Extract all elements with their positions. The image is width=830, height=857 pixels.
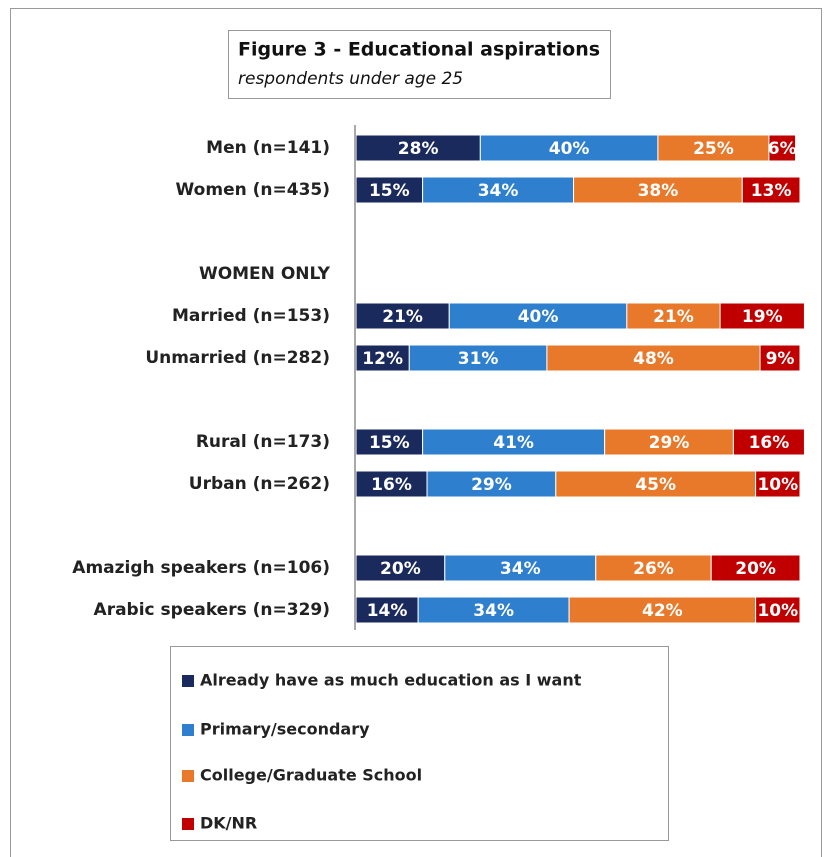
bar-segment bbox=[355, 554, 446, 582]
data-label: 13% bbox=[751, 181, 792, 201]
y-tick-label: Arabic speakers (n=329) bbox=[94, 600, 330, 620]
data-label: 29% bbox=[471, 475, 512, 495]
frame bbox=[10, 8, 822, 857]
y-tick-label: Women (n=435) bbox=[176, 180, 330, 200]
chart-subtitle: respondents under age 25 bbox=[238, 69, 463, 89]
data-label: 21% bbox=[382, 307, 423, 327]
bar-segment bbox=[417, 596, 570, 624]
data-label: 10% bbox=[757, 475, 798, 495]
data-label: 38% bbox=[638, 181, 679, 201]
y-tick-label: Amazigh speakers (n=106) bbox=[72, 558, 330, 578]
bar-segment bbox=[355, 344, 410, 372]
data-label: 42% bbox=[642, 601, 683, 621]
data-label: 21% bbox=[653, 307, 694, 327]
data-label: 9% bbox=[766, 349, 795, 369]
bar-segment bbox=[546, 344, 761, 372]
data-label: 34% bbox=[478, 181, 519, 201]
bar-segment bbox=[355, 134, 481, 162]
y-tick-label: Men (n=141) bbox=[206, 138, 330, 158]
y-tick-label: Urban (n=262) bbox=[189, 474, 330, 494]
bar-segment bbox=[479, 134, 659, 162]
data-label: 29% bbox=[649, 433, 690, 453]
bar-segment bbox=[755, 596, 801, 624]
bar-segment bbox=[355, 176, 424, 204]
data-label: 10% bbox=[757, 601, 798, 621]
data-label: 34% bbox=[473, 601, 514, 621]
data-label: 15% bbox=[369, 433, 410, 453]
legend-swatch bbox=[182, 818, 194, 830]
y-tick-label: Rural (n=173) bbox=[196, 432, 330, 452]
data-label: 6% bbox=[768, 139, 797, 159]
legend-swatch bbox=[182, 724, 194, 736]
bar-segment bbox=[741, 176, 801, 204]
bar-segment bbox=[426, 470, 557, 498]
legend-label: College/Graduate School bbox=[200, 766, 422, 785]
data-label: 45% bbox=[635, 475, 676, 495]
bar-segment bbox=[355, 302, 450, 330]
bar-segment bbox=[408, 344, 548, 372]
data-label: 28% bbox=[398, 139, 439, 159]
bar-segment bbox=[768, 134, 797, 162]
data-label: 40% bbox=[549, 139, 590, 159]
data-label: 16% bbox=[749, 433, 790, 453]
y-tick-label: WOMEN ONLY bbox=[199, 264, 331, 284]
data-label: 31% bbox=[458, 349, 499, 369]
bar-segment bbox=[732, 428, 805, 456]
title-box bbox=[228, 30, 611, 99]
data-label: 16% bbox=[371, 475, 412, 495]
bar-segment bbox=[568, 596, 757, 624]
bar-segment bbox=[604, 428, 734, 456]
bar-segment bbox=[422, 176, 575, 204]
data-label: 12% bbox=[362, 349, 403, 369]
data-label: 26% bbox=[633, 559, 674, 579]
legend-box bbox=[170, 646, 669, 841]
legend-label: Already have as much education as I want bbox=[200, 671, 582, 690]
data-label: 20% bbox=[735, 559, 776, 579]
bar-segment bbox=[759, 344, 801, 372]
chart-title: Figure 3 - Educational aspirations bbox=[238, 39, 600, 61]
data-label: 19% bbox=[742, 307, 783, 327]
data-label: 48% bbox=[633, 349, 674, 369]
legend-swatch bbox=[182, 770, 194, 782]
y-tick-label: Unmarried (n=282) bbox=[145, 348, 330, 368]
data-label: 14% bbox=[367, 601, 408, 621]
data-label: 40% bbox=[518, 307, 559, 327]
bar-segment bbox=[448, 302, 628, 330]
data-label: 34% bbox=[500, 559, 541, 579]
bar-segment bbox=[710, 554, 801, 582]
y-tick-label: Married (n=153) bbox=[172, 306, 330, 326]
bar-segment bbox=[719, 302, 805, 330]
bar-segment bbox=[573, 176, 743, 204]
data-label: 20% bbox=[380, 559, 421, 579]
bar-segment bbox=[355, 596, 419, 624]
bar-segment bbox=[422, 428, 606, 456]
bar-segment bbox=[355, 470, 428, 498]
legend-label: DK/NR bbox=[200, 814, 257, 833]
legend-label: Primary/secondary bbox=[200, 720, 370, 739]
legend-swatch bbox=[182, 675, 194, 687]
bar-segment bbox=[755, 470, 801, 498]
data-label: 25% bbox=[693, 139, 734, 159]
data-label: 41% bbox=[493, 433, 534, 453]
data-label: 15% bbox=[369, 181, 410, 201]
